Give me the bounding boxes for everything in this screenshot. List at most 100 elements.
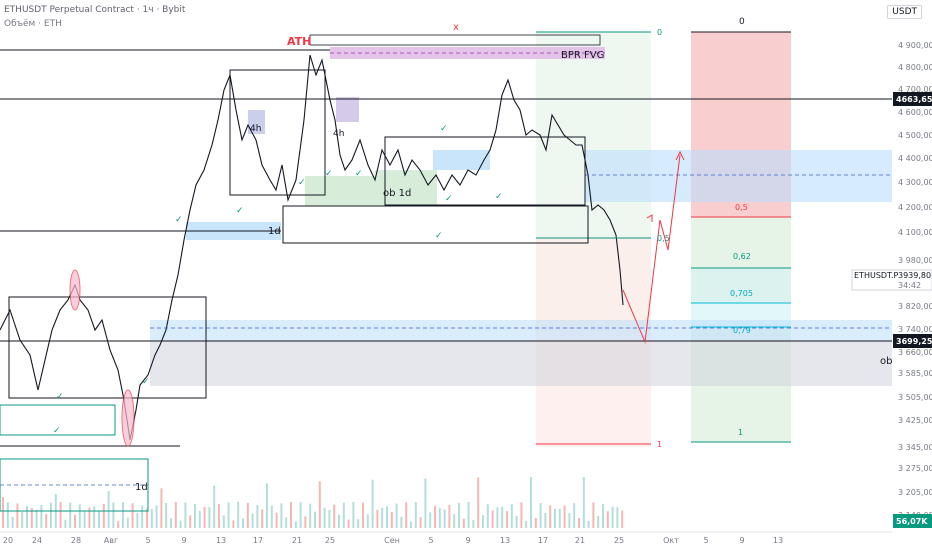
volume-bar <box>280 503 283 528</box>
volume-bar <box>554 508 556 528</box>
volume-bar <box>438 508 441 528</box>
volume-bar <box>251 513 254 528</box>
volume-bar <box>242 518 244 528</box>
1d-label: 1d <box>268 226 281 237</box>
volume-bar <box>582 477 585 528</box>
blue-4h-zone <box>248 110 265 134</box>
volume-bar <box>400 516 403 528</box>
volume-bar <box>534 517 537 528</box>
volume-bar <box>112 502 115 528</box>
x-tick-label: 5 <box>428 536 433 545</box>
volume-bar <box>342 502 345 528</box>
last-price-symbol: ETHUSDT.P <box>854 271 899 280</box>
volume-bar <box>69 502 72 528</box>
y-tick-label: 3 205,00 <box>898 488 932 497</box>
price-tag-volume[interactable]: 56,07K <box>893 514 932 528</box>
fib-1-label: 1 <box>657 440 662 449</box>
volume-bar <box>506 511 508 528</box>
y-tick-label: 4 400,00 <box>898 154 932 163</box>
y-tick-label: 4 200,00 <box>898 203 932 212</box>
volume-bar <box>2 497 4 528</box>
volume-bar <box>146 508 148 528</box>
price-tag-4663-bg <box>893 92 932 106</box>
y-tick-label: 3 425,00 <box>898 416 932 425</box>
check-mark-icon: ✓ <box>53 426 61 436</box>
volume-bar <box>371 479 374 528</box>
volume-bar <box>155 505 158 528</box>
volume-bar <box>333 504 336 528</box>
volume-bar <box>544 513 547 528</box>
x-tick-label: 20 <box>3 536 13 545</box>
volume-bar <box>424 478 427 528</box>
volume-bar <box>107 491 110 528</box>
volume-bar <box>198 510 201 528</box>
price-series <box>0 54 624 441</box>
box <box>282 205 589 244</box>
volume-bar <box>117 521 120 528</box>
chart-axes: 4 900,00 4 800,00 4 700,00 4 600,00 4 500,00… <box>0 41 932 545</box>
blue-zone-right <box>585 150 892 202</box>
volume-bar <box>434 505 436 528</box>
y-tick-label: 3 585,00 <box>898 369 932 378</box>
y-tick-label: 4 800,00 <box>898 63 932 72</box>
fib-teal-zone <box>691 268 791 303</box>
volume-bar <box>414 502 417 528</box>
x-tick-label: 9 <box>181 536 186 545</box>
volume-bar <box>203 506 206 528</box>
volume-bar <box>275 512 278 528</box>
x-tick-label: Сен <box>384 536 400 545</box>
volume-bar <box>50 502 52 528</box>
check-mark-icon: ✓ <box>298 178 306 188</box>
check-mark-icon: ✓ <box>435 231 443 241</box>
price-tag-volume-bg <box>893 514 932 528</box>
x-tick-label: 13 <box>500 536 510 545</box>
volume-bar <box>26 506 28 528</box>
volume-bar <box>246 502 249 528</box>
volume-bar <box>261 509 264 528</box>
check-mark-icon: ✓ <box>440 124 448 134</box>
volume-bar <box>395 503 398 528</box>
box <box>384 136 586 206</box>
price-tag-3699-text: 3699,25 <box>896 337 932 346</box>
x-tick-label: 9 <box>465 536 470 545</box>
fib-level-label: 0 <box>657 28 662 37</box>
volume-bar <box>237 502 240 528</box>
volume-bar <box>491 510 494 528</box>
ob-1d-label: ob 1d <box>383 188 411 199</box>
blue-zone-low <box>150 320 892 340</box>
price-line <box>0 54 624 441</box>
volume-bar <box>530 477 532 528</box>
volume-bar <box>410 521 412 528</box>
volume-bar <box>549 505 552 528</box>
volume-bar <box>592 502 595 528</box>
box <box>229 69 326 196</box>
volume-bar <box>285 517 288 528</box>
volume-bar <box>616 507 619 528</box>
y-tick-label: 3 980,00 <box>898 256 932 265</box>
price-tag-4663[interactable]: 4663,65 <box>893 92 932 106</box>
volume-bar <box>93 506 96 528</box>
volume-bar <box>338 514 340 528</box>
x-tick-label: 13 <box>773 536 783 545</box>
volume-bar <box>501 506 504 528</box>
chart-zones <box>150 32 892 447</box>
fib-0-label: 0 <box>739 17 745 27</box>
currency-tag[interactable]: USDT <box>887 5 922 19</box>
box-1d-low <box>0 458 149 512</box>
volume-bar <box>496 507 499 528</box>
y-tick-label: 3 275,00 <box>898 464 932 473</box>
box-green-low <box>0 404 116 436</box>
y-tick-label: 4 500,00 <box>898 131 932 140</box>
arrow-head <box>675 150 685 161</box>
volume-bar <box>462 518 465 528</box>
volume-bar <box>6 502 9 528</box>
y-tick-label: 4 700,00 <box>898 85 932 94</box>
last-price-value: 3939,80 <box>898 271 931 280</box>
price-tag-3699[interactable]: 3699,25 <box>893 334 932 348</box>
bpr-fvg-label: BPR FVG <box>561 50 604 61</box>
volume-bar <box>11 516 14 528</box>
volume-bar <box>386 506 388 528</box>
volume-bar <box>126 517 129 528</box>
